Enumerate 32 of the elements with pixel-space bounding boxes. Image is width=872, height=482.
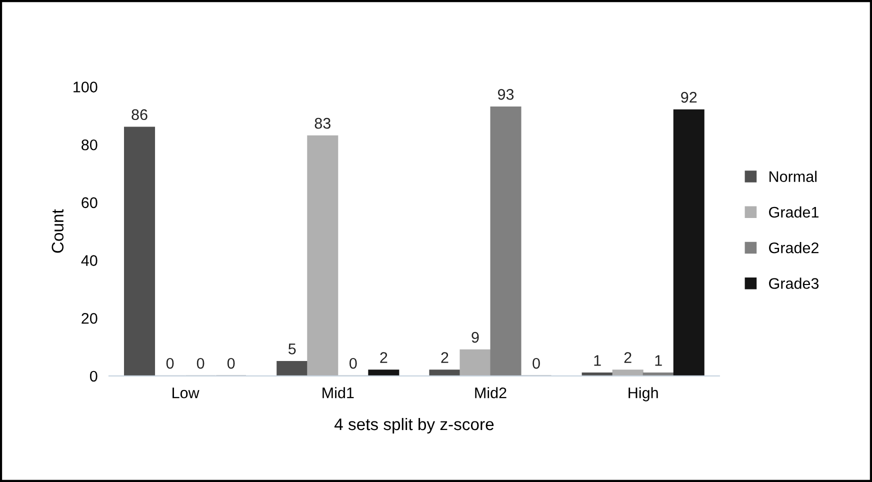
data-label: 92 [681,92,697,103]
data-label: 93 [498,89,514,100]
data-label: 1 [655,355,662,366]
y-tick-label: 0 [90,370,98,382]
data-label: 83 [314,118,330,129]
y-tick-label: 20 [82,312,98,324]
y-tick-label: 60 [82,197,98,208]
x-tick-label: Low [172,388,200,398]
y-tick-label: 80 [82,139,98,150]
x-axis-title: 4 sets split by z-score [334,418,494,434]
y-axis-title: Count [52,209,64,253]
data-label: 2 [380,352,388,363]
data-label: 0 [196,358,204,369]
data-label: 0 [532,358,540,369]
x-tick-label: Mid2 [475,387,506,398]
legend-label: Grade3 [769,278,819,289]
x-tick-label: High [628,387,658,402]
data-label: 0 [227,358,235,369]
data-label: 0 [350,358,357,369]
data-label: 0 [166,358,174,369]
data-label: 5 [288,344,296,354]
data-label: 1 [594,355,601,366]
legend-label: Normal [770,170,816,182]
data-label: 9 [472,332,479,343]
data-label: 86 [132,109,148,120]
legend-label: Grade2 [769,242,818,254]
x-tick-label: Mid1 [322,387,354,398]
y-tick-label: 40 [81,255,98,266]
y-tick-label: 100 [74,82,98,92]
data-label: 2 [441,352,448,363]
legend-label: Grade1 [769,206,818,218]
data-label: 2 [624,352,632,363]
